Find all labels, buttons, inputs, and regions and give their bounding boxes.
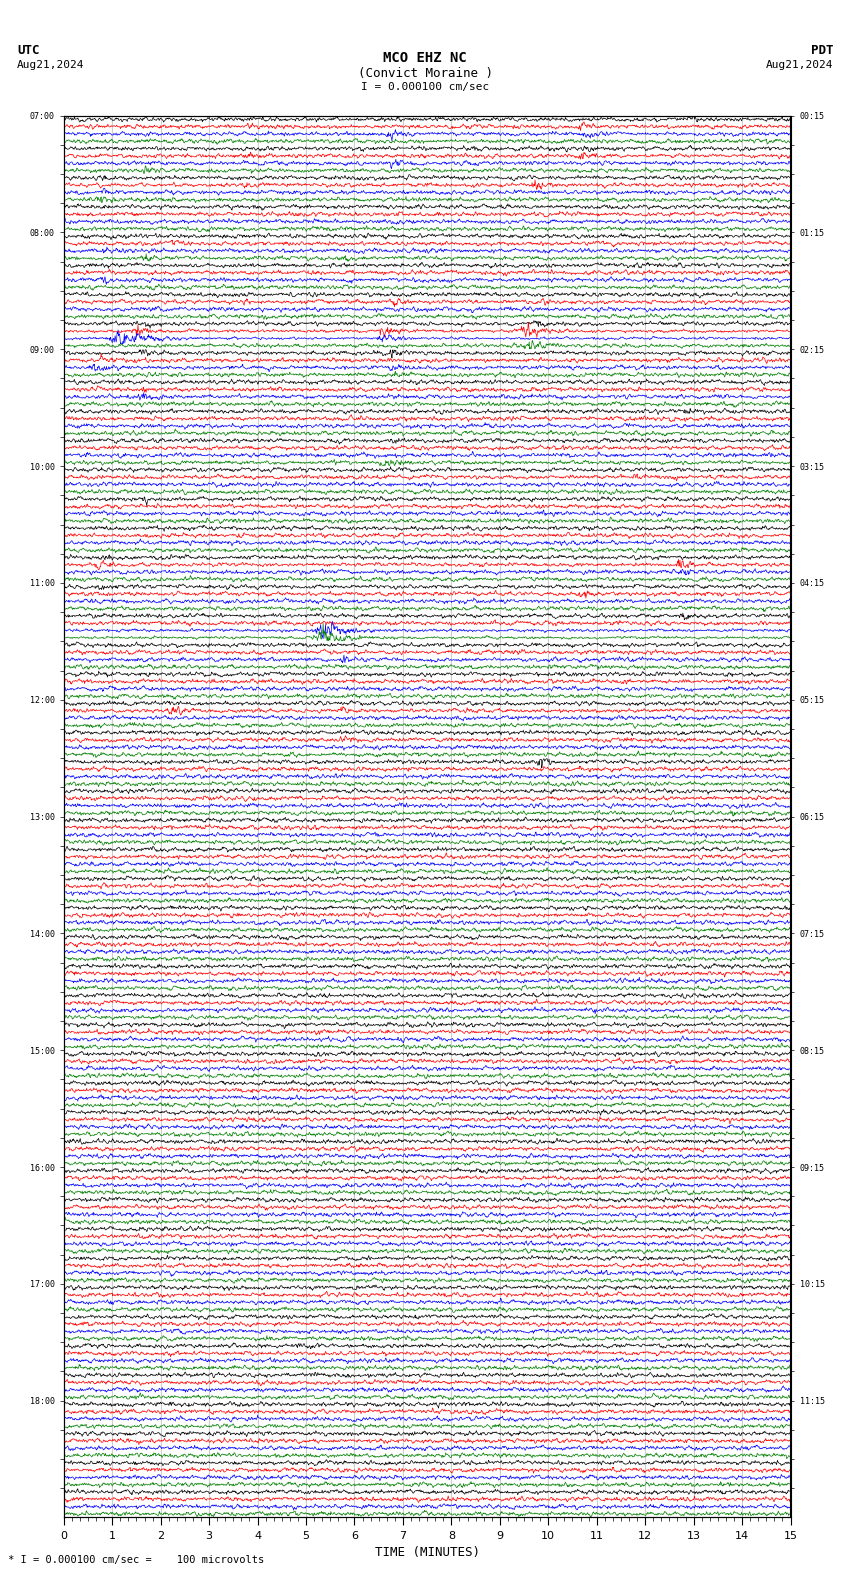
X-axis label: TIME (MINUTES): TIME (MINUTES) bbox=[375, 1546, 479, 1559]
Text: (Convict Moraine ): (Convict Moraine ) bbox=[358, 67, 492, 79]
Text: Aug21,2024: Aug21,2024 bbox=[766, 60, 833, 70]
Text: PDT: PDT bbox=[811, 44, 833, 57]
Text: MCO EHZ NC: MCO EHZ NC bbox=[383, 51, 467, 65]
Text: I = 0.000100 cm/sec: I = 0.000100 cm/sec bbox=[361, 82, 489, 92]
Text: Aug21,2024: Aug21,2024 bbox=[17, 60, 84, 70]
Text: * I = 0.000100 cm/sec =    100 microvolts: * I = 0.000100 cm/sec = 100 microvolts bbox=[8, 1555, 264, 1565]
Text: UTC: UTC bbox=[17, 44, 39, 57]
